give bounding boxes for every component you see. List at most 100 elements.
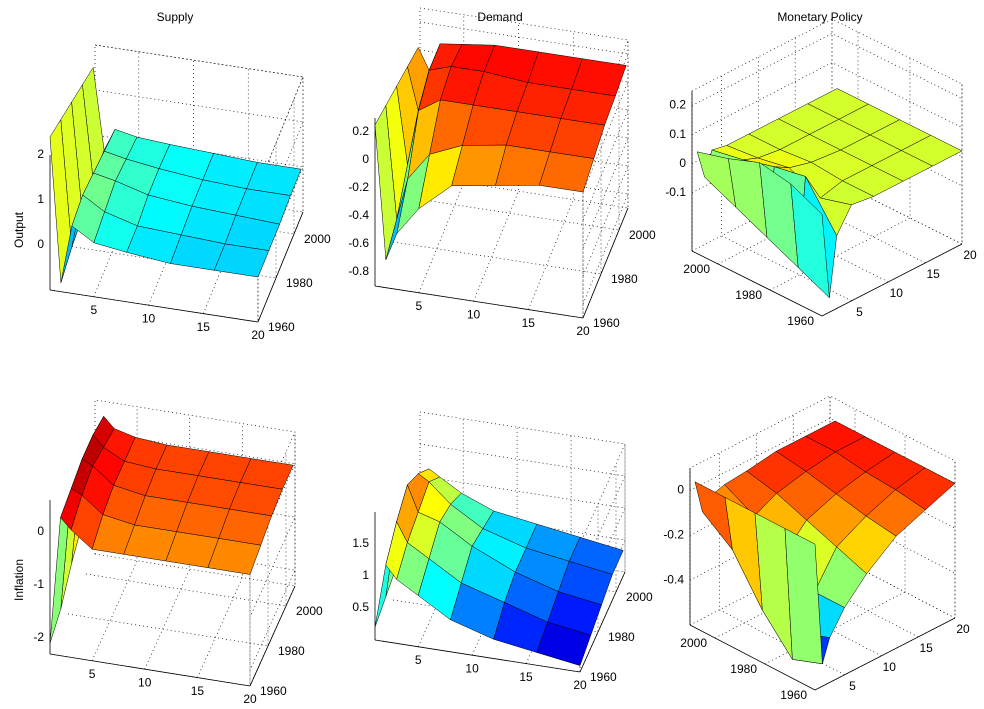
- x-tick-label: 5: [856, 305, 863, 319]
- z-tick-label: 0.5: [352, 600, 369, 614]
- grid-line: [721, 75, 852, 302]
- z-tick-label: 1.5: [352, 536, 369, 550]
- grid-line: [689, 418, 956, 491]
- z-axis-label: Output: [12, 211, 26, 248]
- x-tick-label: 15: [926, 267, 940, 281]
- y-tick-label: 1960: [593, 316, 620, 330]
- x-tick-label: 15: [191, 684, 205, 698]
- subplot-title: Supply: [157, 10, 194, 24]
- z-tick-label: -0.2: [348, 180, 369, 194]
- z-tick-label: 0: [37, 237, 44, 251]
- z-axis-label: Inflation: [12, 559, 26, 601]
- grid-line: [794, 37, 926, 264]
- grid-line: [417, 418, 464, 647]
- x-tick-label: 20: [251, 328, 265, 342]
- y-tick-label: 1980: [611, 272, 638, 286]
- y-tick-label: 1960: [268, 320, 295, 334]
- y-tick-label: 1960: [590, 670, 617, 684]
- x-tick-label: 20: [956, 622, 970, 636]
- y-tick-label: 2000: [296, 604, 323, 618]
- grid-line: [249, 432, 296, 687]
- z-tick-label: -0.8: [348, 264, 369, 278]
- z-tick-label: -0.4: [663, 572, 684, 586]
- surface-patch: [536, 621, 592, 666]
- y-tick-label: 2000: [629, 228, 656, 242]
- x-tick-label: 10: [142, 311, 156, 325]
- x-tick-label: 10: [467, 307, 481, 321]
- grid-line: [410, 464, 617, 593]
- z-tick-label: 0.2: [352, 124, 369, 138]
- subplot-title: Monetary Policy: [777, 10, 862, 24]
- z-tick-label: -0.2: [663, 527, 684, 541]
- axis-line: [814, 617, 956, 691]
- z-tick-label: 0.1: [669, 127, 686, 141]
- grid-line: [202, 68, 249, 314]
- x-tick-label: 10: [883, 660, 897, 674]
- grid-line: [691, 62, 963, 135]
- z-tick-label: -0.4: [348, 208, 369, 222]
- axis-line: [257, 211, 304, 323]
- axis-line: [249, 585, 296, 687]
- axis-line: [579, 571, 626, 673]
- y-tick-label: 1980: [735, 288, 762, 302]
- y-tick-label: 1980: [278, 644, 305, 658]
- surface-patch: [207, 538, 262, 575]
- y-tick-label: 2000: [683, 262, 710, 276]
- z-tick-label: -1: [33, 577, 44, 591]
- y-tick-label: 1960: [780, 688, 807, 702]
- grid-line: [257, 77, 304, 323]
- grid-line: [691, 33, 963, 106]
- grid-line: [714, 409, 856, 639]
- y-tick-label: 2000: [680, 636, 707, 650]
- grid-line: [579, 444, 626, 673]
- x-tick-label: 5: [415, 299, 422, 313]
- grid-line: [831, 19, 963, 245]
- axis-line: [691, 250, 823, 317]
- grid-line: [814, 461, 956, 691]
- y-tick-label: 1980: [608, 630, 635, 644]
- z-tick-label: -0.1: [665, 185, 686, 199]
- box-edge: [419, 444, 626, 573]
- x-tick-label: 20: [963, 248, 977, 262]
- y-tick-label: 2000: [304, 232, 331, 246]
- z-tick-label: 0: [362, 152, 369, 166]
- grid-line: [85, 99, 295, 235]
- z-tick-label: 0: [677, 483, 684, 497]
- grid-line: [719, 452, 845, 676]
- subplot-title: Demand: [477, 10, 522, 24]
- x-tick-label: 5: [89, 667, 96, 681]
- x-tick-label: 20: [243, 692, 257, 706]
- axis-line: [582, 207, 629, 319]
- grid-line: [821, 84, 963, 317]
- x-tick-label: 20: [573, 678, 587, 692]
- x-tick-label: 5: [415, 653, 422, 667]
- axis-line: [374, 285, 584, 319]
- grid-line: [757, 56, 889, 283]
- axis-line: [821, 243, 963, 317]
- z-tick-label: 0.2: [669, 98, 686, 112]
- z-tick-label: 0: [37, 524, 44, 538]
- subplot: 5 10 15 20 1960 1980 2000 -0.4 -0.2 0: [663, 395, 970, 702]
- x-tick-label: 15: [919, 641, 933, 655]
- x-tick-label: 5: [90, 303, 97, 317]
- y-tick-label: 1960: [787, 314, 814, 328]
- z-tick-label: 1: [362, 568, 369, 582]
- y-tick-label: 1980: [730, 662, 757, 676]
- axis-line: [49, 289, 259, 323]
- surface-patch: [784, 528, 823, 665]
- x-tick-label: 10: [138, 675, 152, 689]
- x-tick-label: 10: [465, 661, 479, 675]
- grid-line: [148, 60, 194, 306]
- surface-patch: [213, 243, 270, 278]
- axis-line: [689, 624, 816, 691]
- z-tick-label: -2: [33, 630, 44, 644]
- x-tick-label: 10: [890, 286, 904, 300]
- box-edge: [689, 396, 831, 626]
- grid-line: [717, 32, 859, 265]
- surface-patch: [790, 183, 830, 298]
